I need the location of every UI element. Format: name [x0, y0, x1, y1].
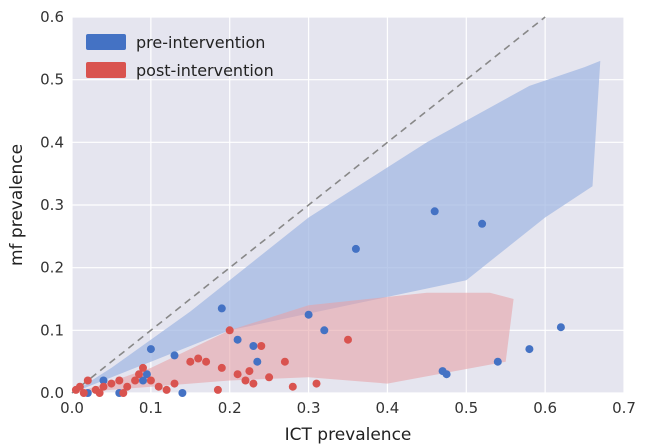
point-post-intervention — [225, 326, 234, 335]
point-post-intervention — [344, 335, 352, 344]
x-axis-ticks: 0.0 0.1 0.2 0.3 0.4 0.5 0.6 0.7 — [60, 399, 636, 417]
point-pre-intervention — [430, 207, 439, 216]
point-post-intervention — [233, 370, 242, 379]
x-tick-label: 0.7 — [612, 399, 636, 417]
x-tick-label: 0.4 — [375, 399, 399, 417]
y-tick-label: 0.2 — [40, 259, 64, 277]
point-post-intervention — [146, 376, 155, 385]
point-post-intervention — [170, 379, 179, 388]
point-pre-intervention — [253, 357, 262, 366]
point-pre-intervention — [493, 357, 502, 366]
x-tick-label: 0.5 — [454, 399, 478, 417]
y-tick-label: 0.5 — [40, 71, 64, 89]
point-post-intervention — [194, 354, 203, 363]
point-post-intervention — [154, 382, 163, 391]
point-post-intervention — [83, 376, 92, 385]
point-pre-intervention — [249, 342, 258, 350]
point-pre-intervention — [142, 370, 151, 379]
point-post-intervention — [257, 342, 266, 350]
x-tick-label: 0.2 — [218, 399, 242, 417]
point-pre-intervention — [99, 376, 108, 385]
x-axis-title: ICT prevalence — [285, 425, 412, 445]
point-post-intervention — [135, 370, 143, 379]
point-post-intervention — [99, 382, 108, 391]
point-post-intervention — [95, 389, 104, 397]
legend-swatch-post-intervention — [86, 62, 126, 78]
point-pre-intervention — [217, 304, 226, 313]
point-post-intervention — [131, 376, 140, 385]
point-post-intervention — [123, 382, 132, 391]
point-pre-intervention — [478, 219, 487, 228]
y-axis-ticks: 0.0 0.1 0.2 0.3 0.4 0.5 0.6 — [40, 8, 64, 402]
x-tick-label: 0.3 — [297, 399, 321, 417]
data-points — [71, 207, 565, 397]
point-post-intervention — [75, 382, 84, 391]
point-post-intervention — [249, 379, 258, 388]
point-post-intervention — [186, 357, 195, 366]
point-pre-intervention — [556, 323, 565, 332]
point-post-intervention — [312, 379, 321, 388]
point-pre-intervention — [351, 244, 360, 253]
point-post-intervention — [245, 367, 254, 376]
y-axis-title: mf prevalence — [7, 144, 27, 266]
x-tick-label: 0.1 — [139, 399, 163, 417]
x-tick-label: 0.6 — [533, 399, 557, 417]
identity-reference-line — [71, 16, 546, 394]
point-pre-intervention — [146, 345, 155, 354]
point-pre-intervention — [304, 310, 313, 319]
legend: pre-intervention post-intervention — [86, 33, 274, 80]
point-post-intervention — [162, 385, 171, 394]
confidence-bands — [72, 60, 601, 394]
point-pre-intervention — [139, 376, 147, 385]
point-post-intervention — [115, 376, 124, 385]
band-post-intervention — [72, 292, 514, 393]
point-post-intervention — [280, 357, 289, 366]
point-post-intervention — [288, 382, 297, 391]
point-pre-intervention — [178, 389, 187, 397]
y-tick-label: 0.3 — [40, 196, 64, 214]
point-post-intervention — [107, 379, 116, 388]
point-post-intervention — [265, 373, 274, 382]
band-pre-intervention — [72, 60, 601, 394]
point-pre-intervention — [170, 351, 179, 360]
legend-label-post-intervention: post-intervention — [136, 61, 274, 80]
y-tick-label: 0.0 — [40, 384, 64, 402]
point-pre-intervention — [233, 335, 242, 344]
point-post-intervention — [79, 389, 88, 397]
point-pre-intervention — [442, 370, 451, 379]
y-tick-label: 0.6 — [40, 8, 64, 26]
point-pre-intervention — [320, 326, 329, 335]
y-tick-label: 0.1 — [40, 321, 64, 339]
point-pre-intervention — [525, 345, 534, 354]
point-post-intervention — [139, 363, 147, 372]
point-post-intervention — [119, 389, 128, 397]
point-post-intervention — [241, 376, 250, 385]
legend-swatch-pre-intervention — [86, 34, 126, 50]
point-post-intervention — [213, 385, 222, 394]
point-post-intervention — [202, 357, 211, 366]
y-tick-label: 0.4 — [40, 133, 64, 151]
legend-label-pre-intervention: pre-intervention — [136, 33, 265, 52]
x-tick-label: 0.0 — [60, 399, 84, 417]
point-post-intervention — [217, 363, 226, 372]
